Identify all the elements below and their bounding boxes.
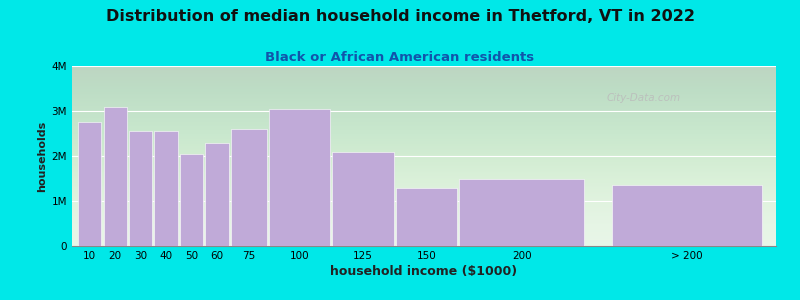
X-axis label: household income ($1000): household income ($1000) xyxy=(330,265,518,278)
Text: Black or African American residents: Black or African American residents xyxy=(266,51,534,64)
Bar xyxy=(269,109,330,246)
Bar xyxy=(230,129,266,246)
Bar xyxy=(129,131,152,246)
Bar xyxy=(396,188,458,246)
Bar xyxy=(78,122,102,246)
Bar xyxy=(180,154,203,246)
Bar xyxy=(154,131,178,246)
Bar xyxy=(332,152,394,246)
Text: Distribution of median household income in Thetford, VT in 2022: Distribution of median household income … xyxy=(106,9,694,24)
Bar xyxy=(459,178,584,246)
Text: City-Data.com: City-Data.com xyxy=(607,93,681,103)
Bar xyxy=(612,185,762,246)
Y-axis label: households: households xyxy=(38,120,47,192)
Bar xyxy=(205,142,229,246)
Bar xyxy=(103,106,127,246)
